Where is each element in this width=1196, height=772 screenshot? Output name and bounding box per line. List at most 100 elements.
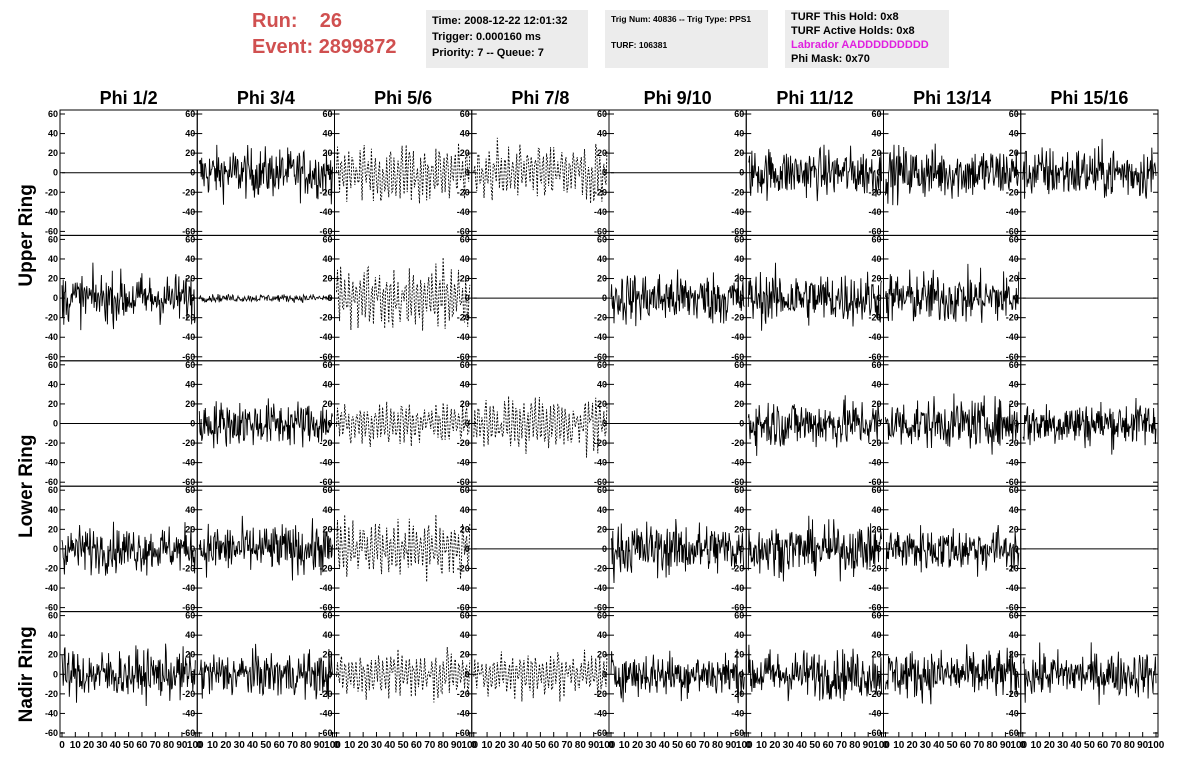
y-tick-label: -20 <box>1006 689 1019 699</box>
waveform-panel <box>1020 611 1159 738</box>
y-tick-label: 0 <box>1014 544 1019 554</box>
y-tick-label: 20 <box>871 148 881 158</box>
y-tick-label: 20 <box>1009 399 1019 409</box>
trig-num-panel: Trig Num: 40836 -- Trig Type: PPS1 TURF:… <box>605 10 768 68</box>
waveform-trace <box>885 644 1020 705</box>
waveform-trace <box>885 263 1020 323</box>
row-group-label: Upper Ring <box>16 184 37 286</box>
time-trigger-panel: Time: 2008-12-22 12:01:32 Trigger: 0.000… <box>426 10 588 68</box>
y-tick-label: 0 <box>876 293 881 303</box>
y-tick-label: 0 <box>1014 168 1019 178</box>
y-tick-label: -20 <box>319 563 332 573</box>
x-tick-label: 60 <box>411 740 423 751</box>
run-line: Run: 26 <box>252 8 422 34</box>
y-tick-label: 20 <box>460 148 470 158</box>
trigger-text: Trigger: 0.000160 ms <box>432 31 541 43</box>
y-tick-label: -60 <box>731 603 744 613</box>
y-tick-label: -40 <box>1006 458 1019 468</box>
y-tick-label: -60 <box>731 477 744 487</box>
x-tick-label: 100 <box>324 740 341 751</box>
x-tick-label: 30 <box>508 740 520 751</box>
y-tick-label: -20 <box>319 438 332 448</box>
x-tick-label: 0 <box>608 740 614 751</box>
y-tick-label: 40 <box>460 630 470 640</box>
y-tick-label: -60 <box>45 603 58 613</box>
y-tick-label: -60 <box>45 226 58 236</box>
y-tick-label: -20 <box>457 187 470 197</box>
y-tick-label: 0 <box>1014 669 1019 679</box>
waveform-trace <box>1022 397 1157 455</box>
waveform-panel <box>196 485 335 613</box>
turf-hold-panel: TURF This Hold: 0x8 TURF Active Holds: 0… <box>785 10 949 68</box>
waveform-trace <box>747 644 882 702</box>
y-tick-label: 60 <box>185 109 195 119</box>
waveform-panel <box>608 485 747 613</box>
x-tick-label: 40 <box>659 740 671 751</box>
y-tick-label: 20 <box>1009 524 1019 534</box>
y-tick-label: 60 <box>322 611 332 621</box>
waveform-trace <box>473 137 608 204</box>
y-tick-label: -40 <box>182 708 195 718</box>
y-tick-label: 60 <box>734 485 744 495</box>
y-tick-label: 40 <box>734 630 744 640</box>
y-tick-label: 60 <box>185 611 195 621</box>
y-tick-label: -20 <box>868 313 881 323</box>
y-tick-label: -20 <box>182 438 195 448</box>
y-tick-label: -60 <box>319 226 332 236</box>
y-tick-label: 40 <box>185 379 195 389</box>
y-tick-label: 40 <box>322 129 332 139</box>
x-tick-label: 90 <box>863 740 875 751</box>
y-tick-label: -20 <box>182 689 195 699</box>
y-tick-label: -20 <box>594 313 607 323</box>
y-tick-label: 60 <box>734 360 744 370</box>
y-tick-label: 40 <box>734 254 744 264</box>
x-tick-label: 100 <box>187 740 204 751</box>
y-tick-label: 40 <box>597 505 607 515</box>
x-tick-label: 80 <box>712 740 724 751</box>
x-tick-label: 80 <box>438 740 450 751</box>
y-tick-label: -20 <box>182 187 195 197</box>
y-tick-label: 0 <box>876 168 881 178</box>
y-tick-label: -60 <box>594 728 607 738</box>
y-tick-label: 20 <box>460 274 470 284</box>
y-tick-label: 60 <box>1009 234 1019 244</box>
y-tick-label: -20 <box>731 563 744 573</box>
x-tick-label: 80 <box>1124 740 1136 751</box>
y-tick-label: -40 <box>868 583 881 593</box>
y-tick-label: -20 <box>45 313 58 323</box>
y-tick-label: -20 <box>45 438 58 448</box>
y-tick-label: -60 <box>45 477 58 487</box>
x-tick-label: 90 <box>314 740 326 751</box>
x-tick-label: 60 <box>823 740 835 751</box>
waveform-trace <box>885 143 1020 206</box>
y-tick-label: -20 <box>594 187 607 197</box>
y-tick-label: 20 <box>597 148 607 158</box>
y-tick-label: 20 <box>871 399 881 409</box>
y-tick-label: -60 <box>319 477 332 487</box>
x-tick-label: 30 <box>783 740 795 751</box>
y-tick-label: -40 <box>594 207 607 217</box>
y-tick-label: 40 <box>597 379 607 389</box>
y-tick-label: -20 <box>457 313 470 323</box>
y-tick-label: 40 <box>460 379 470 389</box>
x-tick-label: 90 <box>1137 740 1149 751</box>
x-tick-label: 0 <box>883 740 889 751</box>
y-tick-label: 20 <box>185 399 195 409</box>
y-tick-label: -60 <box>319 603 332 613</box>
y-tick-label: -40 <box>45 332 58 342</box>
y-tick-label: -20 <box>868 187 881 197</box>
waveform-trace <box>747 515 882 582</box>
waveform-trace <box>473 649 608 702</box>
y-tick-label: 0 <box>739 293 744 303</box>
column-label: Phi 9/10 <box>644 88 712 108</box>
x-tick-label: 40 <box>247 740 259 751</box>
y-tick-label: -20 <box>182 563 195 573</box>
waveform-trace <box>198 643 333 700</box>
phi-mask-text: Phi Mask: 0x70 <box>791 53 870 65</box>
x-tick-label: 10 <box>1031 740 1043 751</box>
y-tick-label: 40 <box>460 129 470 139</box>
x-tick-label: 80 <box>987 740 999 751</box>
x-tick-label: 30 <box>645 740 657 751</box>
y-tick-label: 20 <box>322 399 332 409</box>
y-tick-label: 40 <box>1009 505 1019 515</box>
